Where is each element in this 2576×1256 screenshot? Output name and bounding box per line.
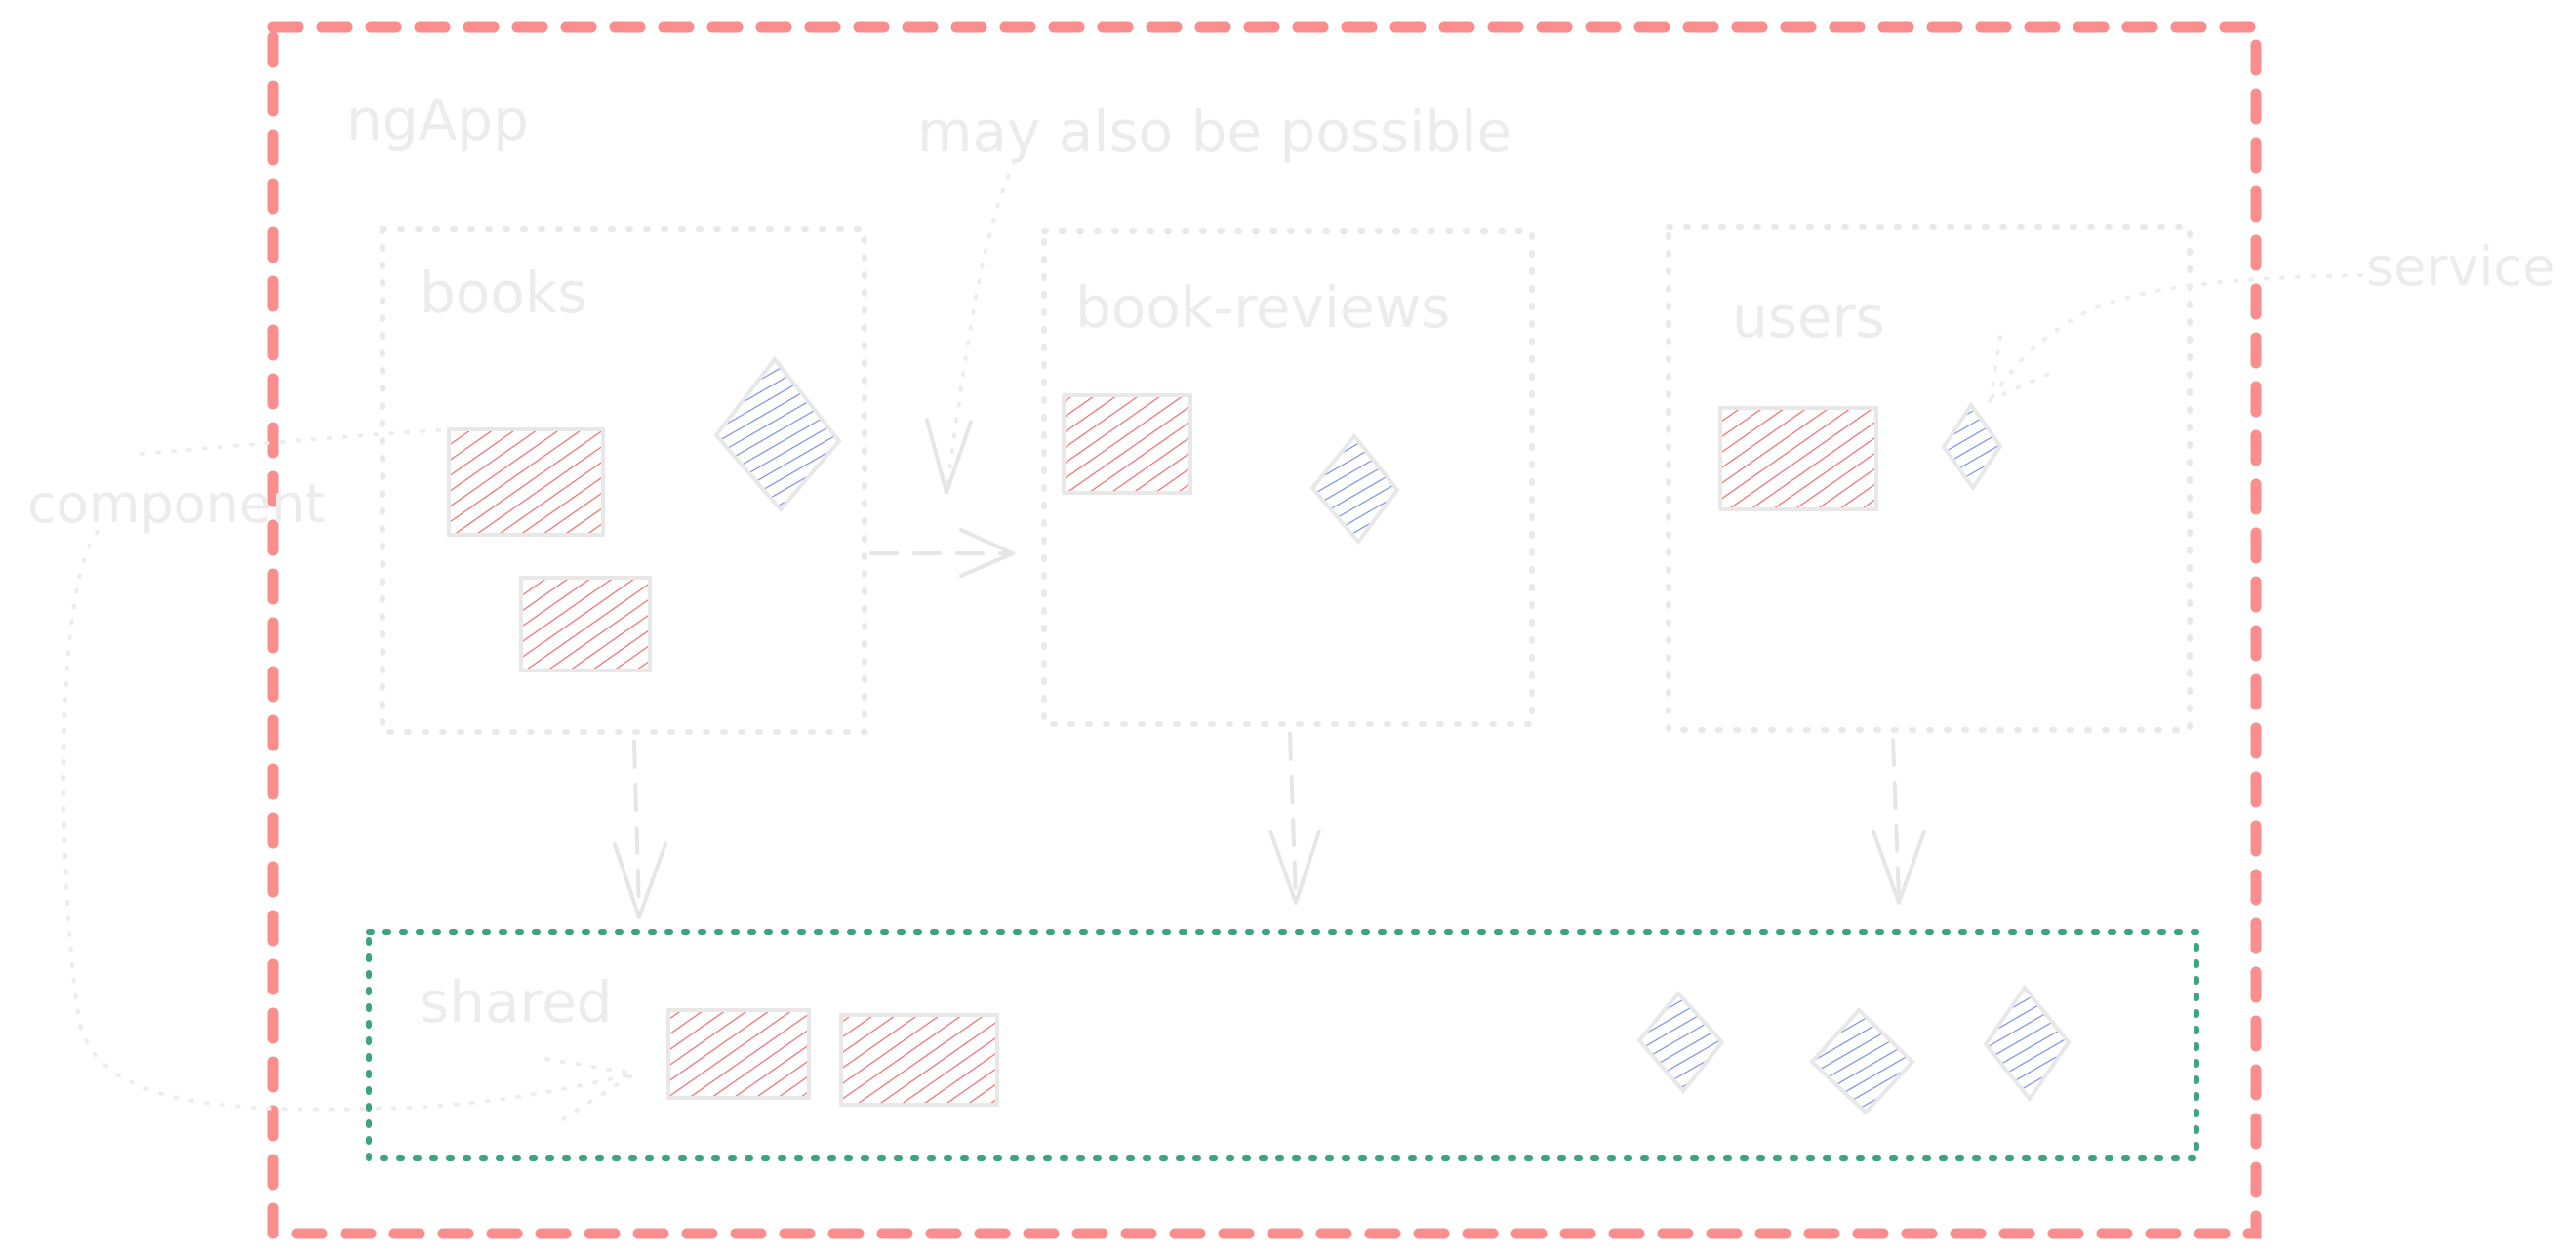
book-reviews-service bbox=[1309, 432, 1400, 546]
shared-service-1 bbox=[1636, 990, 1725, 1095]
books-label: books bbox=[420, 260, 587, 326]
users-to-shared-arrowhead bbox=[1872, 830, 1926, 905]
annotation-service-connector bbox=[1989, 273, 2363, 402]
users-module bbox=[1666, 224, 2193, 733]
annotation-possible-arrowhead bbox=[925, 418, 973, 495]
books-component-1 bbox=[447, 427, 605, 537]
ngapp-label: ngApp bbox=[346, 87, 529, 153]
annotation-component-connector-bottom bbox=[61, 530, 636, 1112]
annotation-service: service bbox=[2366, 236, 2555, 298]
books-service bbox=[713, 355, 842, 513]
shared-label: shared bbox=[420, 969, 613, 1035]
book-reviews-component bbox=[1062, 393, 1192, 495]
shared-service-3 bbox=[1983, 984, 2072, 1103]
annotation-component-connector-top bbox=[140, 427, 451, 456]
book-reviews-label: book-reviews bbox=[1075, 274, 1450, 341]
users-service bbox=[1941, 401, 2003, 492]
users-label: users bbox=[1732, 284, 1885, 350]
users-component bbox=[1718, 406, 1878, 511]
books-to-reviews-arrowhead bbox=[959, 528, 1015, 578]
annotation-may-also-be-possible: may also be possible bbox=[917, 99, 1511, 165]
reviews-to-shared-arrow bbox=[1288, 732, 1298, 900]
users-to-shared-arrow bbox=[1891, 738, 1901, 900]
reviews-to-shared-arrowhead bbox=[1268, 830, 1321, 905]
shared-component-1 bbox=[666, 1008, 811, 1100]
books-to-shared-arrowhead bbox=[613, 842, 667, 919]
shared-component-2 bbox=[839, 1013, 999, 1107]
annotation-component-arrowhead bbox=[544, 1057, 640, 1122]
book-reviews-module bbox=[1041, 228, 1535, 727]
shared-service-2 bbox=[1809, 1007, 1915, 1115]
annotation-possible-connector bbox=[945, 159, 1017, 495]
books-to-shared-arrow bbox=[632, 740, 641, 914]
annotation-component: component bbox=[27, 473, 326, 535]
ngapp-container bbox=[267, 21, 2262, 1239]
shared-module bbox=[366, 929, 2199, 1161]
books-component-2 bbox=[519, 576, 652, 672]
annotation-service-arrowhead bbox=[1988, 335, 2061, 404]
